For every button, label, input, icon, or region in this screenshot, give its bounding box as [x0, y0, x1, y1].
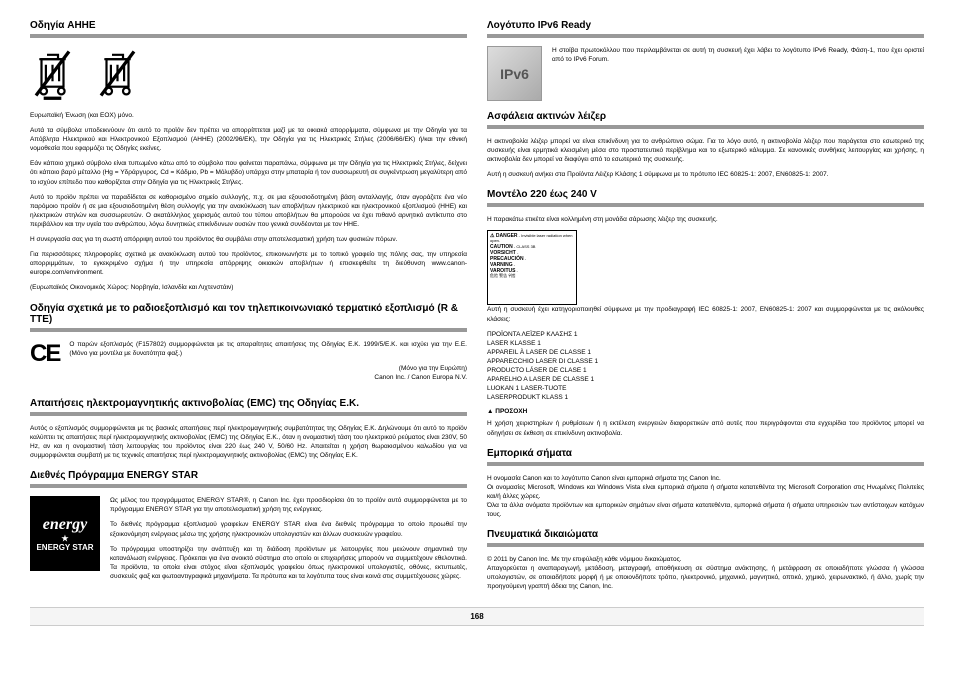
- ipv6-ready-icon: IPv6: [487, 46, 542, 101]
- right-column: Λογότυπο IPv6 Ready IPv6 Η στοίβα πρωτοκ…: [487, 20, 924, 597]
- ipv6-block: IPv6 Η στοίβα πρωτοκόλλου που περιλαμβάν…: [487, 46, 924, 101]
- heading-copyright: Πνευματικά δικαιώματα: [487, 529, 924, 547]
- body-text: Η παρακάτω ετικέτα είναι κολλημένη στη μ…: [487, 215, 924, 224]
- weee-bins: [30, 46, 467, 101]
- body-text: Αυτή η συσκευή έχει κατηγοριοποιηθεί σύμ…: [487, 305, 924, 323]
- body-text: Το πρόγραμμα υποστηρίζει την ανάπτυξη κα…: [110, 545, 467, 581]
- page-number: 168: [30, 607, 924, 626]
- danger-label-icon: ⚠ DANGER - Invisible laser radiation whe…: [487, 230, 577, 305]
- laser-class-list: ΠΡΟΪΟΝΤΑ ΛΕΪΖΕΡ ΚΛΑΣΗΣ 1 LASER KLASSE 1 …: [487, 330, 924, 403]
- heading-model-220-240: Μοντέλο 220 έως 240 V: [487, 189, 924, 207]
- energy-star-icon: energy★ENERGY STAR: [30, 496, 100, 571]
- bin-icon: [95, 46, 140, 101]
- body-text: Η χρήση χειριστηρίων ή ρυθμίσεων ή η εκτ…: [487, 419, 924, 437]
- body-text: Εάν κάποιο χημικό σύμβολο είναι τυπωμένο…: [30, 159, 467, 186]
- energy-star-block: energy★ENERGY STAR Ως μέλος του προγράμμ…: [30, 496, 467, 587]
- left-column: Οδηγία AHHE Ευρωπαϊκή Ένωση (και ΕΟΧ) μό…: [30, 20, 467, 597]
- body-text: Αυτή η συσκευή ανήκει στα Προϊόντα Λέιζε…: [487, 170, 924, 179]
- heading-energy-star: Διεθνές Πρόγραμμα ENERGY STAR: [30, 470, 467, 488]
- body-text: Αυτά τα σύμβολα υποδεικνύουν ότι αυτό το…: [30, 126, 467, 153]
- heading-ahhe: Οδηγία AHHE: [30, 20, 467, 38]
- body-text: Ο παρών εξοπλισμός (F157802) συμμορφώνετ…: [69, 340, 467, 358]
- ce-block: CE Ο παρών εξοπλισμός (F157802) συμμορφώ…: [30, 340, 467, 388]
- body-text: (Μόνο για την Ευρώπη) Canon Inc. / Canon…: [69, 364, 467, 382]
- body-text: Η συνεργασία σας για τη σωστή απόρριψη α…: [30, 235, 467, 244]
- body-text: © 2011 by Canon Inc. Με την επιφύλαξη κά…: [487, 555, 924, 591]
- body-text: Για περισσότερες πληροφορίες σχετικά με …: [30, 250, 467, 277]
- body-text: Αυτό το προϊόν πρέπει να παραδίδεται σε …: [30, 193, 467, 229]
- heading-emc: Απαιτήσεις ηλεκτρομαγνητικής ακτινοβολία…: [30, 398, 467, 416]
- warning-label: ΠΡΟΣΟΧΗ: [487, 408, 924, 415]
- body-text: Το διεθνές πρόγραμμα εξοπλισμού γραφείων…: [110, 520, 467, 538]
- bin-icon: [30, 46, 75, 101]
- body-text: Η στοίβα πρωτοκόλλου που περιλαμβάνεται …: [552, 46, 924, 64]
- body-text: (Ευρωπαϊκός Οικονομικός Χώρος: Νορβηγία,…: [30, 283, 467, 292]
- heading-ipv6: Λογότυπο IPv6 Ready: [487, 20, 924, 38]
- body-text: Η ονομασία Canon και το λογότυπο Canon ε…: [487, 474, 924, 519]
- ce-mark-icon: CE: [30, 340, 59, 368]
- heading-rtte: Οδηγία σχετικά με το ραδιοεξοπλισμό και …: [30, 303, 467, 332]
- body-text: Ευρωπαϊκή Ένωση (και ΕΟΧ) μόνο.: [30, 111, 467, 120]
- heading-laser-safety: Ασφάλεια ακτινών λέιζερ: [487, 111, 924, 129]
- body-text: Ως μέλος του προγράμματος ENERGY STAR®, …: [110, 496, 467, 514]
- body-text: Η ακτινοβολία λέιζερ μπορεί να είναι επι…: [487, 137, 924, 164]
- body-text: Αυτός ο εξοπλισμός συμμορφώνεται με τις …: [30, 424, 467, 460]
- heading-trademarks: Εμπορικά σήματα: [487, 448, 924, 466]
